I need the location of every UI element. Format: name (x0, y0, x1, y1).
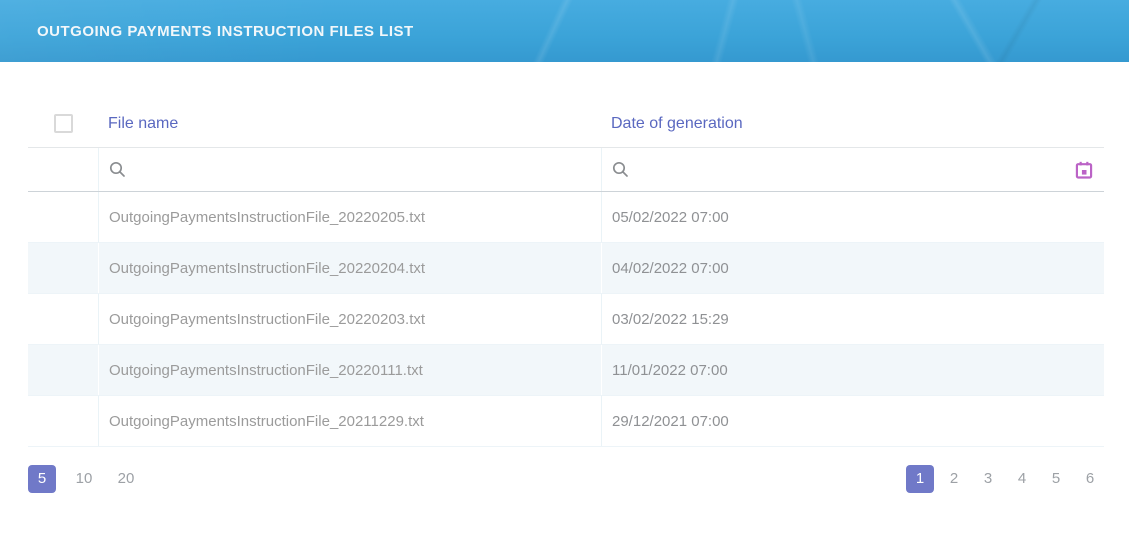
filter-cell-file-name (98, 148, 601, 191)
page-header-banner: OUTGOING PAYMENTS INSTRUCTION FILES LIST (0, 0, 1129, 62)
row-checkbox-cell (28, 345, 98, 395)
select-all-cell (28, 114, 98, 133)
grid-header-row: File name Date of generation (28, 100, 1104, 147)
file-name-filter-input[interactable] (134, 161, 591, 178)
pager: 5 10 20 1 2 3 4 5 6 (28, 464, 1104, 493)
select-all-checkbox[interactable] (53, 114, 73, 133)
page-title: OUTGOING PAYMENTS INSTRUCTION FILES LIST (37, 22, 414, 40)
date-cell: 04/02/2022 07:00 (601, 243, 1104, 293)
row-checkbox-cell (28, 396, 98, 446)
page-navigator: 1 2 3 4 5 6 (900, 464, 1104, 493)
file-name-cell: OutgoingPaymentsInstructionFile_20220204… (98, 243, 601, 293)
table-row[interactable]: OutgoingPaymentsInstructionFile_20220204… (28, 243, 1104, 294)
file-name-cell: OutgoingPaymentsInstructionFile_20220111… (98, 345, 601, 395)
page-5[interactable]: 5 (1051, 470, 1061, 487)
date-cell: 03/02/2022 15:29 (601, 294, 1104, 344)
row-checkbox-cell (28, 294, 98, 344)
table-row[interactable]: OutgoingPaymentsInstructionFile_20220205… (28, 192, 1104, 243)
filter-cell-empty (28, 148, 98, 191)
search-icon (109, 161, 126, 178)
banner-facet-pattern (0, 0, 1129, 62)
table-row[interactable]: OutgoingPaymentsInstructionFile_20211229… (28, 396, 1104, 447)
page-size-5[interactable]: 5 (28, 464, 56, 493)
filter-cell-date (601, 148, 1104, 191)
row-checkbox-cell (28, 192, 98, 242)
file-name-cell: OutgoingPaymentsInstructionFile_20220203… (98, 294, 601, 344)
calendar-icon[interactable] (1074, 160, 1094, 180)
date-cell: 05/02/2022 07:00 (601, 192, 1104, 242)
page-size-20[interactable]: 20 (117, 470, 135, 487)
grid-filter-row (28, 147, 1104, 192)
page-1[interactable]: 1 (906, 464, 934, 493)
date-cell: 29/12/2021 07:00 (601, 396, 1104, 446)
page-3[interactable]: 3 (983, 470, 993, 487)
column-header-date-of-generation[interactable]: Date of generation (611, 114, 743, 132)
page-size-selector: 5 10 20 (28, 464, 154, 493)
row-checkbox-cell (28, 243, 98, 293)
page-6[interactable]: 6 (1085, 470, 1095, 487)
file-name-cell: OutgoingPaymentsInstructionFile_20220205… (98, 192, 601, 242)
date-cell: 11/01/2022 07:00 (601, 345, 1104, 395)
page-2[interactable]: 2 (949, 470, 959, 487)
page-size-10[interactable]: 10 (75, 470, 93, 487)
page-4[interactable]: 4 (1017, 470, 1027, 487)
date-filter-input[interactable] (637, 161, 1068, 178)
table-row[interactable]: OutgoingPaymentsInstructionFile_20220203… (28, 294, 1104, 345)
search-icon (612, 161, 629, 178)
files-grid: File name Date of generation (28, 100, 1104, 447)
column-header-file-name[interactable]: File name (108, 114, 179, 132)
table-row[interactable]: OutgoingPaymentsInstructionFile_20220111… (28, 345, 1104, 396)
file-name-cell: OutgoingPaymentsInstructionFile_20211229… (98, 396, 601, 446)
